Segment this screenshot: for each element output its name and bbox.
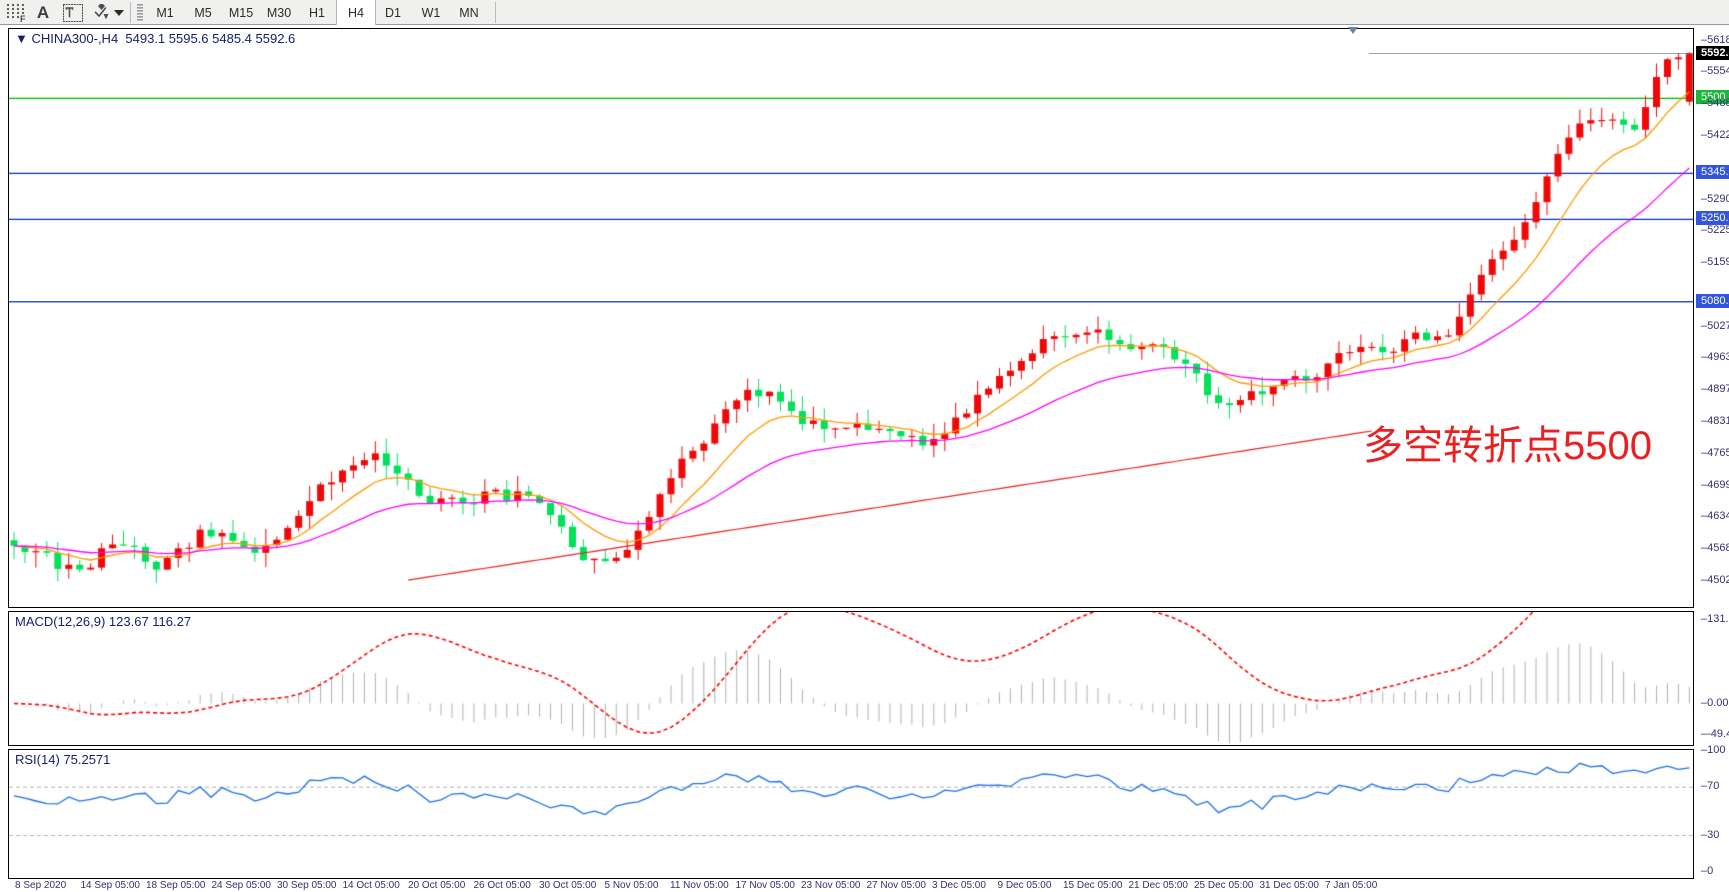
svg-text:F: F	[20, 14, 26, 23]
